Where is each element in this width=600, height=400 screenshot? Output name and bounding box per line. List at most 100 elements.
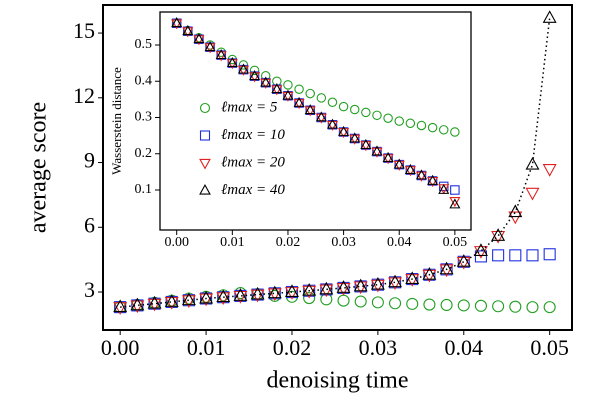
y-tick-label: 9 bbox=[84, 148, 95, 173]
data-point bbox=[271, 85, 283, 96]
data-point bbox=[271, 83, 283, 94]
data-point bbox=[249, 65, 260, 76]
legend-marker bbox=[199, 183, 211, 195]
y-tick-label: 12 bbox=[73, 83, 95, 108]
data-point bbox=[226, 56, 238, 68]
legend-label: ℓmax = 10 bbox=[221, 127, 285, 143]
data-point bbox=[349, 104, 360, 115]
data-point bbox=[216, 289, 231, 303]
data-point bbox=[389, 297, 402, 310]
data-point bbox=[427, 174, 439, 185]
data-point bbox=[508, 204, 523, 218]
data-point bbox=[427, 122, 438, 133]
data-point bbox=[383, 113, 393, 123]
data-point bbox=[303, 292, 316, 305]
data-point bbox=[422, 269, 437, 283]
y-tick-label: 3 bbox=[84, 277, 95, 302]
data-point bbox=[293, 96, 305, 107]
x-tick-label: 0.01 bbox=[220, 235, 245, 250]
data-point bbox=[349, 134, 361, 145]
data-point bbox=[147, 298, 162, 312]
y-axis-label: Wasserstein distance bbox=[109, 67, 124, 175]
data-point bbox=[382, 151, 394, 163]
data-point bbox=[215, 51, 227, 62]
data-point bbox=[237, 65, 250, 76]
data-point bbox=[226, 59, 238, 70]
data-point bbox=[440, 298, 453, 312]
data-point bbox=[406, 297, 419, 310]
data-point bbox=[304, 106, 316, 117]
data-point bbox=[130, 297, 145, 311]
legend-marker bbox=[199, 158, 211, 170]
legend-label: ℓmax = 20 bbox=[221, 154, 285, 170]
data-point bbox=[260, 78, 272, 89]
data-point bbox=[294, 84, 304, 94]
data-point bbox=[371, 296, 384, 309]
data-point bbox=[405, 118, 416, 129]
data-point bbox=[371, 147, 383, 158]
data-point bbox=[284, 287, 299, 300]
data-point bbox=[349, 132, 361, 143]
data-point bbox=[305, 88, 315, 99]
data-point bbox=[204, 40, 216, 52]
data-point bbox=[193, 35, 205, 46]
x-tick-label: 0.04 bbox=[445, 335, 484, 360]
data-point bbox=[542, 164, 557, 177]
series-line bbox=[120, 17, 551, 308]
data-point bbox=[336, 282, 351, 296]
legend-marker bbox=[199, 130, 211, 141]
data-point bbox=[327, 97, 338, 108]
y-tick-label: 6 bbox=[84, 212, 95, 237]
data-point bbox=[474, 299, 487, 312]
data-point bbox=[293, 99, 305, 110]
legend-label: ℓmax = 5 bbox=[221, 99, 278, 115]
data-point bbox=[284, 284, 299, 297]
data-point bbox=[427, 177, 439, 188]
x-tick-label: 0.00 bbox=[101, 335, 140, 360]
data-point bbox=[405, 271, 420, 285]
data-point bbox=[370, 276, 385, 290]
data-point bbox=[423, 298, 436, 311]
data-point bbox=[450, 185, 460, 195]
data-point bbox=[353, 281, 368, 295]
data-point bbox=[449, 198, 461, 209]
data-point bbox=[492, 249, 505, 262]
data-point bbox=[182, 27, 194, 38]
data-point bbox=[249, 69, 261, 81]
data-point bbox=[438, 125, 449, 135]
plot-frame bbox=[102, 4, 573, 331]
data-point bbox=[370, 279, 385, 293]
y-tick-label: 0.1 bbox=[135, 182, 153, 197]
data-point bbox=[371, 145, 383, 156]
data-point bbox=[360, 138, 372, 149]
data-point bbox=[415, 171, 428, 182]
x-tick-label: 0.02 bbox=[273, 335, 312, 360]
data-point bbox=[525, 156, 540, 170]
data-point bbox=[260, 76, 272, 87]
x-tick-label: 0.03 bbox=[331, 235, 356, 250]
data-point bbox=[304, 104, 316, 115]
data-point bbox=[354, 295, 367, 308]
data-point bbox=[282, 89, 294, 100]
data-point bbox=[326, 118, 339, 129]
data-point bbox=[449, 196, 461, 208]
data-point bbox=[199, 293, 214, 307]
y-tick-label: 15 bbox=[73, 18, 95, 43]
data-point bbox=[388, 274, 403, 288]
data-point bbox=[113, 299, 128, 313]
data-point bbox=[319, 284, 334, 298]
data-point bbox=[113, 302, 128, 315]
data-point bbox=[543, 248, 556, 261]
data-point bbox=[474, 250, 487, 263]
data-point bbox=[438, 183, 450, 194]
data-point bbox=[393, 158, 405, 169]
inset-background bbox=[160, 12, 471, 230]
data-point bbox=[164, 296, 179, 310]
data-point bbox=[456, 256, 471, 270]
data-point bbox=[130, 300, 145, 314]
y-tick-label: 0.4 bbox=[135, 73, 153, 88]
data-point bbox=[473, 243, 488, 256]
data-point bbox=[147, 295, 162, 309]
data-point bbox=[216, 292, 231, 305]
data-point bbox=[416, 120, 427, 131]
